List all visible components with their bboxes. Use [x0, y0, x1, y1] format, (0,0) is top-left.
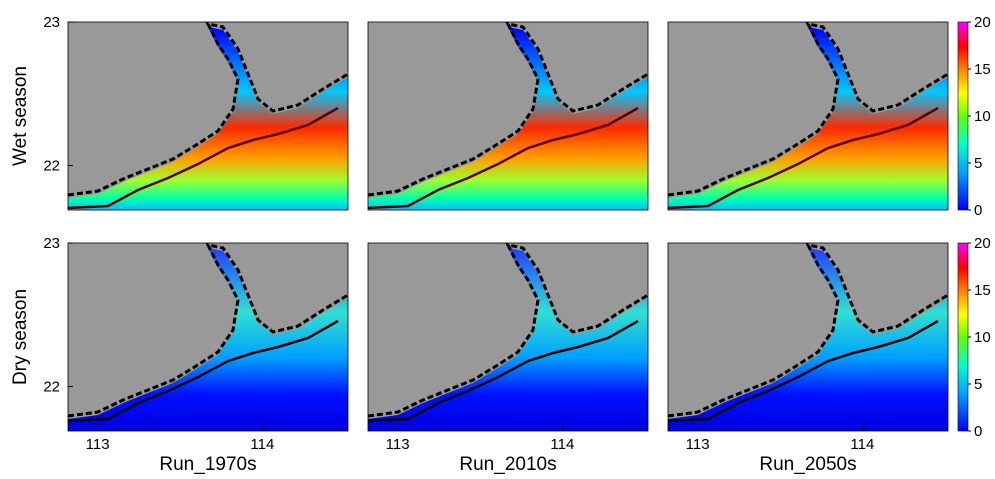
- contour: [67, 106, 339, 210]
- contour: [367, 106, 639, 210]
- x-tick-label: 114: [250, 436, 274, 453]
- panel-frame: [67, 242, 349, 432]
- contour: [667, 106, 939, 210]
- x-tick-label: 113: [86, 436, 110, 453]
- coastline: [667, 21, 949, 197]
- map-panel: [667, 21, 949, 211]
- row-label: Dry season: [10, 289, 31, 385]
- y-tick-label: 22: [43, 379, 60, 396]
- colorbar-tick-label: 0: [974, 423, 982, 440]
- colorbar-tick-label: 15: [974, 282, 991, 299]
- water-field: [68, 27, 348, 210]
- colorbar: [957, 21, 969, 211]
- column-title: Run_2050s: [759, 454, 856, 474]
- coastline: [367, 21, 649, 197]
- y-tick-label: 23: [43, 235, 60, 252]
- panel-frame: [67, 21, 349, 211]
- colorbar-tick-label: 10: [974, 108, 991, 125]
- panel-frame: [367, 242, 649, 432]
- y-tick-label: 22: [43, 158, 60, 175]
- water-field: [668, 248, 948, 431]
- colorbar-tick-label: 10: [974, 329, 991, 346]
- x-tick-label: 113: [686, 436, 710, 453]
- map-panel: [67, 21, 349, 211]
- coastline: [667, 242, 949, 418]
- map-panel: [367, 21, 649, 211]
- contour: [667, 319, 939, 423]
- row-label: Wet season: [10, 66, 31, 166]
- column-title: Run_2010s: [459, 454, 556, 474]
- column-title: Run_1970s: [159, 454, 256, 474]
- map-panel: [367, 242, 649, 432]
- x-tick-label: 113: [386, 436, 410, 453]
- colorbar-tick-label: 15: [974, 61, 991, 78]
- colorbar-tick-label: 5: [974, 376, 982, 393]
- water-field: [368, 248, 648, 431]
- panel-frame: [367, 21, 649, 211]
- colorbar-tick-label: 20: [974, 235, 991, 252]
- coastline: [67, 21, 349, 197]
- water-field: [668, 27, 948, 210]
- coastline: [367, 242, 649, 418]
- colorbar-tick-label: 5: [974, 155, 982, 172]
- colorbar: [957, 242, 969, 432]
- coastline: [67, 242, 349, 418]
- contour: [67, 319, 339, 423]
- map-panel: [667, 242, 949, 432]
- contour: [367, 319, 639, 423]
- panel-frame: [667, 21, 949, 211]
- water-field: [368, 27, 648, 210]
- map-panel: [67, 242, 349, 432]
- y-tick-label: 23: [43, 14, 60, 31]
- colorbar-tick-label: 20: [974, 14, 991, 31]
- x-tick-label: 114: [850, 436, 874, 453]
- x-tick-label: 114: [550, 436, 574, 453]
- panel-frame: [667, 242, 949, 432]
- colorbar-tick-label: 0: [974, 202, 982, 219]
- water-field: [68, 248, 348, 431]
